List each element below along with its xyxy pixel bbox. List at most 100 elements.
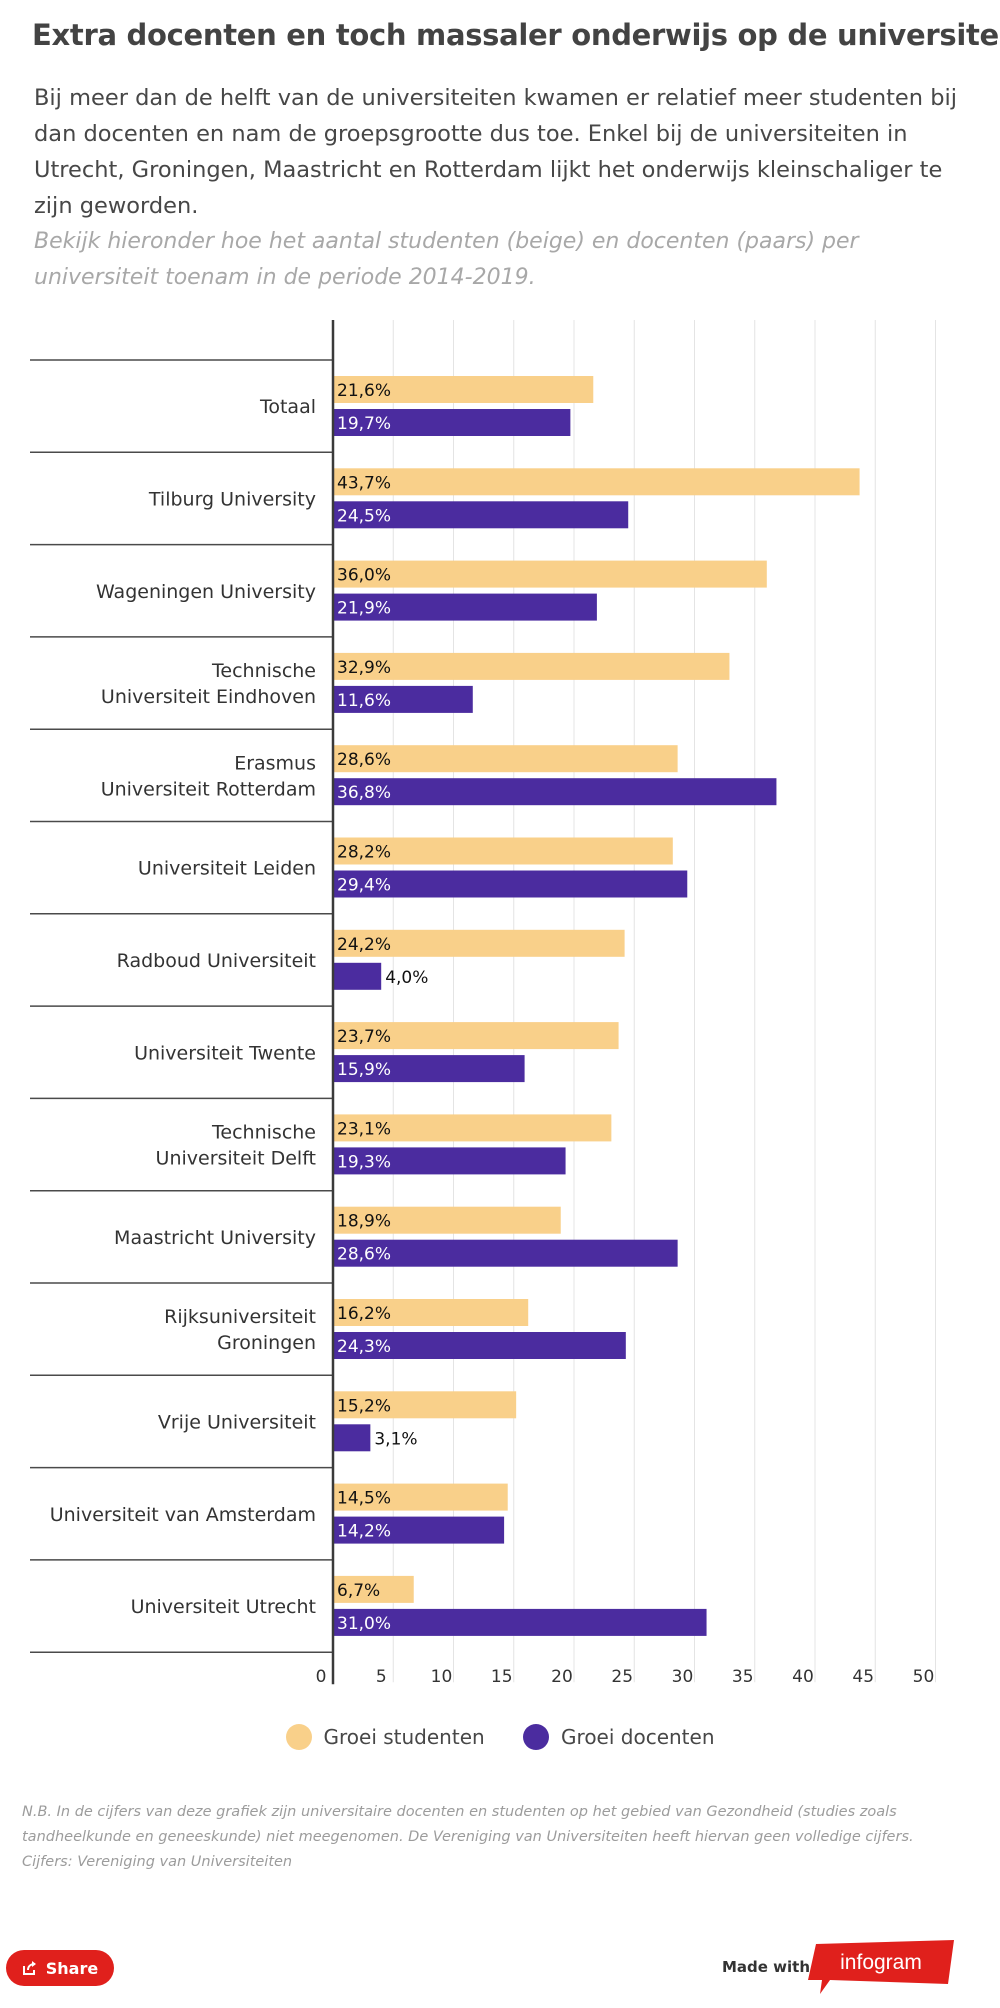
source-text: Cijfers: Vereniging van Universiteiten: [22, 1854, 293, 1870]
value-label-teachers: 21,9%: [337, 599, 391, 619]
value-label-students: 16,2%: [337, 1304, 391, 1324]
value-label-teachers: 11,6%: [337, 691, 391, 711]
category-label: Rijksuniversiteit Groningen: [164, 1306, 316, 1354]
category-label: Technische Universiteit Eindhoven: [101, 660, 316, 708]
chart-legend: Groei studenten Groei docenten: [0, 1724, 1000, 1755]
bar-teachers: [333, 685, 473, 713]
chart-subtitle: Bekijk hieronder hoe het aantal studente…: [34, 229, 859, 290]
bar-students: [333, 652, 730, 680]
bar-students: [333, 468, 860, 496]
bar-teachers: [333, 870, 688, 898]
bar-teachers: [333, 1608, 707, 1636]
footnote-text: N.B. In de cijfers van deze grafiek zijn…: [22, 1804, 914, 1845]
chart-title: Extra docenten en toch massaler onderwij…: [32, 18, 1000, 52]
value-label-teachers: 31,0%: [337, 1614, 391, 1634]
value-label-teachers: 14,2%: [337, 1522, 391, 1542]
value-label-teachers: 19,3%: [337, 1152, 391, 1172]
bar-students: [333, 1022, 619, 1050]
value-label-teachers: 4,0%: [385, 968, 428, 988]
value-label-students: 21,6%: [337, 381, 391, 401]
share-icon: [22, 1960, 38, 1976]
value-label-teachers: 19,7%: [337, 414, 391, 434]
category-label: Universiteit Utrecht: [131, 1596, 316, 1618]
intro-text: Bij meer dan de helft van de universitei…: [34, 85, 957, 219]
bar-students: [333, 1299, 529, 1326]
category-label: Vrije Universiteit: [158, 1411, 316, 1433]
bar-teachers: [333, 409, 571, 436]
bar-teachers: [333, 1239, 678, 1267]
category-label: Totaal: [259, 396, 316, 418]
legend-label-students: Groei studenten: [323, 1725, 485, 1749]
bar-students: [333, 1575, 414, 1603]
x-tick-label: 40: [792, 1667, 814, 1687]
x-tick-label: 35: [732, 1667, 754, 1687]
legend-item-teachers[interactable]: Groei docenten: [523, 1724, 715, 1750]
bar-teachers: [333, 1516, 505, 1544]
value-label-teachers: 15,9%: [337, 1060, 391, 1080]
bar-students: [333, 560, 767, 588]
value-label-students: 36,0%: [337, 566, 391, 586]
bar-students: [333, 1483, 508, 1511]
bar-teachers: [333, 778, 777, 806]
bar-students: [333, 376, 594, 403]
infogram-logo[interactable]: infogram: [808, 1940, 958, 1994]
category-label: Wageningen University: [96, 581, 316, 603]
bar-students: [333, 1114, 612, 1142]
bar-students: [333, 745, 678, 773]
category-label: Erasmus Universiteit Rotterdam: [101, 752, 316, 800]
value-label-students: 23,1%: [337, 1119, 391, 1139]
category-label: Universiteit van Amsterdam: [50, 1504, 316, 1526]
category-label: Universiteit Leiden: [138, 858, 316, 880]
category-label: Universiteit Twente: [134, 1042, 316, 1064]
x-tick-label: 20: [551, 1667, 573, 1687]
category-label: Tilburg University: [148, 488, 316, 510]
infogram-logo-shape: [808, 1940, 954, 1994]
value-label-teachers: 36,8%: [337, 783, 391, 803]
category-label: Radboud Universiteit: [117, 950, 316, 972]
value-label-students: 15,2%: [337, 1396, 391, 1416]
value-label-students: 24,2%: [337, 935, 391, 955]
bar-teachers: [333, 962, 382, 990]
share-label: Share: [45, 1958, 99, 1978]
value-label-students: 23,7%: [337, 1027, 391, 1047]
value-label-students: 28,6%: [337, 750, 391, 770]
value-label-students: 18,9%: [337, 1212, 391, 1232]
bar-teachers: [333, 1332, 626, 1359]
category-label: Technische Universiteit Delft: [156, 1122, 316, 1170]
value-label-students: 14,5%: [337, 1489, 391, 1509]
category-label: Maastricht University: [114, 1227, 316, 1249]
x-tick-label: 0: [316, 1667, 327, 1687]
bar-students: [333, 1206, 561, 1234]
legend-item-students[interactable]: Groei studenten: [285, 1724, 485, 1750]
legend-swatch-teachers: [523, 1724, 550, 1750]
footnote: N.B. In de cijfers van deze grafiek zijn…: [22, 1800, 962, 1875]
value-label-teachers: 24,5%: [337, 506, 391, 526]
value-label-teachers: 24,3%: [337, 1337, 391, 1357]
bar-teachers: [333, 593, 597, 621]
x-tick-label: 5: [376, 1667, 387, 1687]
bar-teachers: [333, 1147, 566, 1175]
legend-swatch-students: [285, 1724, 312, 1750]
value-label-students: 6,7%: [337, 1581, 380, 1601]
value-label-students: 32,9%: [337, 658, 391, 678]
bar-students: [333, 837, 673, 865]
legend-label-teachers: Groei docenten: [561, 1725, 715, 1749]
share-button[interactable]: Share: [6, 1950, 114, 1986]
x-tick-label: 10: [431, 1667, 453, 1687]
x-tick-label: 45: [852, 1667, 874, 1687]
value-label-teachers: 28,6%: [337, 1245, 391, 1265]
bar-teachers: [333, 1424, 371, 1452]
infogram-logo-text: infogram: [840, 1951, 922, 1974]
x-tick-label: 30: [672, 1667, 694, 1687]
made-with-text: Made with: [722, 1958, 811, 1976]
x-tick-label: 50: [913, 1667, 935, 1687]
bar-students: [333, 1391, 517, 1419]
bar-chart: Totaal 21,6% 19,7% Tilburg University 43,7% 2…: [30, 320, 936, 1687]
bar-students: [333, 929, 625, 957]
value-label-teachers: 3,1%: [374, 1429, 417, 1449]
x-tick-label: 15: [491, 1667, 513, 1687]
value-label-teachers: 29,4%: [337, 876, 391, 896]
bar-teachers: [333, 1055, 525, 1083]
x-tick-label: 25: [611, 1667, 633, 1687]
bar-teachers: [333, 501, 629, 529]
